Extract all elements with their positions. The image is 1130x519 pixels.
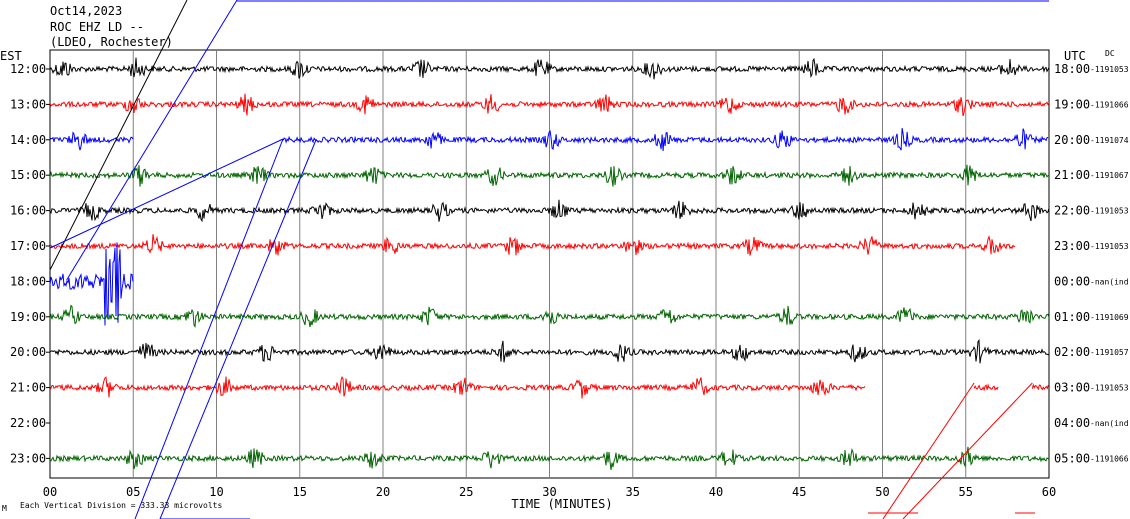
- seismic-trace: [49, 234, 1016, 256]
- row-dc-value: -nan(ind): [1090, 419, 1130, 428]
- row-dc-value: -1191069: [1090, 313, 1129, 322]
- seismic-trace: [49, 376, 866, 399]
- row-utc-label: 19:00: [1054, 97, 1090, 111]
- row-utc-label: 04:00: [1054, 416, 1090, 430]
- x-tick-label: 40: [709, 485, 723, 499]
- row-utc-label: 23:00: [1054, 239, 1090, 253]
- row-dc-value: -1191053: [1090, 65, 1129, 74]
- x-tick-label: 60: [1042, 485, 1056, 499]
- x-tick-label: 30: [542, 485, 556, 499]
- row-dc-value: -1191067: [1090, 171, 1129, 180]
- row-est-label: 15:00: [10, 168, 46, 182]
- row-est-label: 16:00: [10, 204, 46, 218]
- row-dc-value: -1191066: [1090, 454, 1129, 463]
- row-utc-label: 22:00: [1054, 204, 1090, 218]
- diagonal-line: [49, 138, 284, 249]
- row-est-label: 21:00: [10, 381, 46, 395]
- right-axis-label: UTC: [1064, 49, 1086, 63]
- row-utc-label: 05:00: [1054, 451, 1090, 465]
- diagonal-line: [902, 382, 1033, 519]
- diagonal-line: [159, 138, 317, 519]
- seismic-trace: [49, 304, 1050, 329]
- seismic-trace: [49, 446, 1050, 470]
- x-tick-label: 55: [959, 485, 973, 499]
- row-dc-value: -1191074: [1090, 136, 1129, 145]
- diagonal-line: [66, 0, 238, 281]
- x-tick-labels: 00 05 10 15 20 25 30 35 40 45 50 55 60: [43, 485, 1056, 499]
- row-utc-label: 03:00: [1054, 381, 1090, 395]
- seismic-trace: [1031, 383, 1049, 391]
- seismic-trace: [49, 93, 1050, 117]
- x-tick-label: 25: [459, 485, 473, 499]
- seismic-trace: [282, 128, 1049, 152]
- row-est-label: 13:00: [10, 97, 46, 111]
- footnote-marker: M: [2, 504, 7, 513]
- row-dc-value: -1191053: [1090, 242, 1129, 251]
- row-dc-value: -1191053: [1090, 207, 1129, 216]
- row-est-label: 19:00: [10, 310, 46, 324]
- diagonal-line: [49, 0, 188, 271]
- row-utc-label: 01:00: [1054, 310, 1090, 324]
- dc-label: DC: [1105, 49, 1115, 58]
- diagonal-line: [134, 138, 284, 519]
- row-est-label: 14:00: [10, 133, 46, 147]
- x-tick-label: 20: [376, 485, 390, 499]
- row-utc-label: 21:00: [1054, 168, 1090, 182]
- traces: [49, 57, 1050, 470]
- row-est-label: 18:00: [10, 274, 46, 288]
- seismic-trace: [49, 131, 134, 151]
- left-axis-label: EST: [0, 49, 22, 63]
- row-est-label: 17:00: [10, 239, 46, 253]
- diagonal-line: [882, 382, 975, 519]
- row-est-label: 20:00: [10, 345, 46, 359]
- header-network: (LDEO, Rochester): [50, 35, 173, 49]
- x-tick-label: 45: [792, 485, 806, 499]
- row-est-label: 12:00: [10, 62, 46, 76]
- row-utc-label: 02:00: [1054, 345, 1090, 359]
- x-tick-label: 35: [626, 485, 640, 499]
- diagonal-trace-artifacts: [49, 0, 1049, 519]
- row-dc-value: -1191066: [1090, 100, 1129, 109]
- header-date: Oct14,2023: [50, 4, 122, 18]
- row-est-label: 22:00: [10, 416, 46, 430]
- row-est-label: 23:00: [10, 451, 46, 465]
- x-tick-label: 05: [126, 485, 140, 499]
- row-utc-label: 18:00: [1054, 62, 1090, 76]
- x-axis-label: TIME (MINUTES): [511, 497, 612, 511]
- row-dc-value: -1191053: [1090, 384, 1129, 393]
- seismic-trace: [49, 199, 1050, 223]
- header-station: ROC EHZ LD --: [50, 20, 144, 34]
- row-utc-label: 00:00: [1054, 274, 1090, 288]
- footnote: Each Vertical Division = 333.33 microvol…: [20, 501, 222, 510]
- seismic-trace: [973, 383, 999, 392]
- row-dc-value: -nan(ind): [1090, 277, 1130, 286]
- row-dc-value: -1191057: [1090, 348, 1129, 357]
- seismic-trace: [49, 57, 1050, 80]
- gridlines: [132, 50, 967, 478]
- x-tick-label: 15: [293, 485, 307, 499]
- seismic-trace: [49, 339, 1050, 364]
- x-tick-label: 10: [209, 485, 223, 499]
- seismic-trace: [49, 242, 134, 326]
- x-tick-label: 50: [875, 485, 889, 499]
- x-tick-label: 00: [43, 485, 57, 499]
- seismic-trace: [49, 164, 1050, 187]
- row-utc-label: 20:00: [1054, 133, 1090, 147]
